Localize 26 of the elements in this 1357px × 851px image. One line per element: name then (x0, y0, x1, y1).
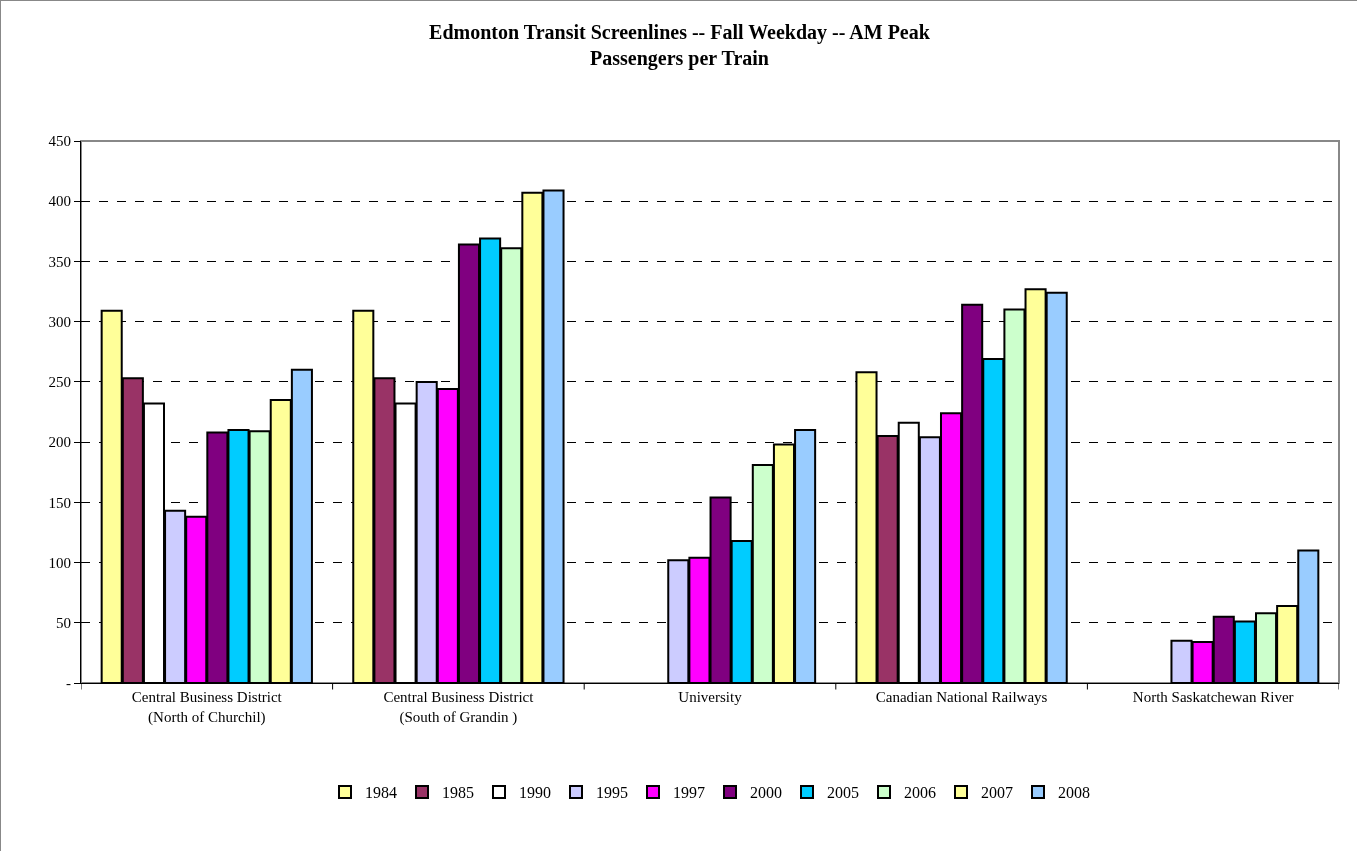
y-tick-label: 450 (48, 133, 71, 150)
x-tick-label: Central Business District (North of Churchil) (131, 689, 283, 726)
y-tick-label: 350 (48, 253, 71, 270)
legend-label: 2000 (750, 784, 782, 802)
x-tick-label: Canadian National Railways (875, 689, 1048, 705)
x-tick-label: Central Business District (South of Grandin ) (383, 689, 535, 726)
legend-label: 1997 (673, 784, 705, 802)
legend-label: 1990 (519, 784, 551, 802)
y-tick-label: 50 (56, 615, 71, 632)
y-tick-label: 100 (48, 554, 71, 571)
legend-label: 1984 (365, 784, 397, 802)
y-tick-label: 250 (48, 374, 71, 391)
y-tick-label: 200 (48, 434, 71, 451)
legend-label: 2008 (1058, 784, 1090, 802)
y-tick-label: 300 (48, 313, 71, 330)
legend-label: 2005 (827, 784, 859, 802)
x-tick-label: University (678, 689, 743, 705)
legend-label: 2007 (981, 784, 1013, 802)
x-tick-label: North Saskatchewan River (1132, 689, 1294, 705)
legend-label: 1985 (442, 784, 474, 802)
legend-label: 1995 (596, 784, 628, 802)
chart-title: Edmonton Transit Screenlines -- Fall Weekday -- AM Peak Passengers per Train (429, 21, 931, 71)
y-tick-label: - (66, 675, 71, 692)
legend-label: 2006 (904, 784, 936, 802)
y-tick-label: 400 (48, 193, 71, 210)
y-tick-label: 150 (48, 494, 71, 511)
